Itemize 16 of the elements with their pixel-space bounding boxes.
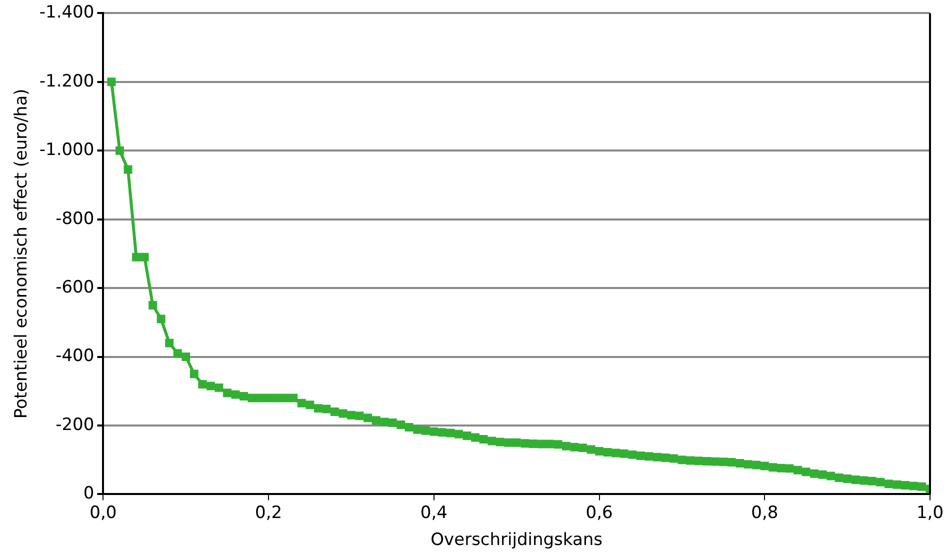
y-tick-label: -200 xyxy=(56,414,94,435)
y-tick-label: -1.400 xyxy=(39,2,94,23)
y-axis-title: Potentieel economisch effect (euro/ha) xyxy=(12,88,32,419)
y-tick-label: 0 xyxy=(83,484,94,504)
x-tick-label: 1,0 xyxy=(916,502,944,523)
y-tick-label: -400 xyxy=(56,346,94,366)
y-tick-label: -800 xyxy=(56,208,94,229)
x-axis-title: Overschrijdingskans xyxy=(430,530,603,550)
y-tick-label: -1.000 xyxy=(39,140,94,160)
x-tick-label: 0,6 xyxy=(586,502,613,523)
x-tick-label: 0,0 xyxy=(90,502,117,523)
x-tick-label: 0,2 xyxy=(255,502,282,523)
x-tick-label: 0,8 xyxy=(751,502,778,523)
x-tick-label: 0,4 xyxy=(420,502,448,523)
y-tick-label: -600 xyxy=(56,277,94,298)
y-tick-label: -1.200 xyxy=(39,71,94,92)
